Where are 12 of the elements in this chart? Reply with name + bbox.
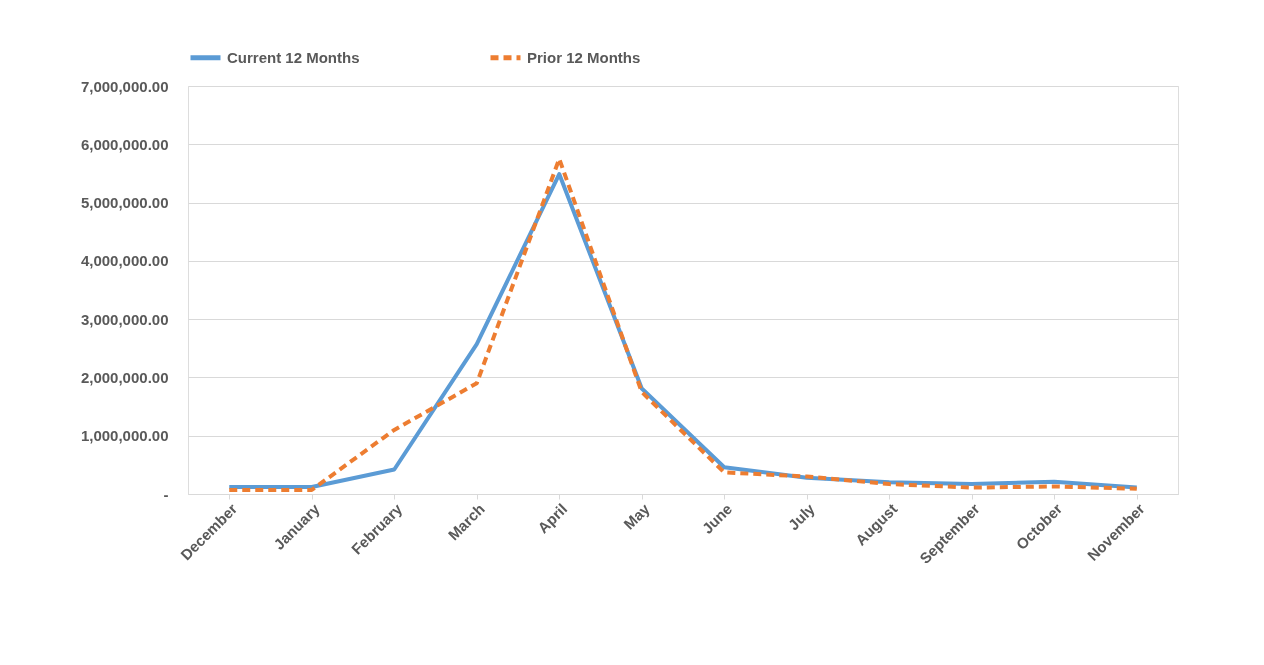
y-tick-label: 1,000,000.00 [80, 427, 169, 445]
legend-label: Prior 12 Months [527, 48, 641, 66]
x-tick-label: May [620, 499, 654, 533]
y-tick-label: 4,000,000.00 [80, 252, 169, 270]
x-tick-label: July [784, 499, 819, 534]
y-tick-label: 5,000,000.00 [80, 194, 169, 212]
y-tick-label: 6,000,000.00 [80, 135, 169, 153]
y-tick-label: 3,000,000.00 [80, 310, 169, 328]
y-tick-label: 2,000,000.00 [80, 368, 169, 386]
legend-label: Current 12 Months [227, 48, 360, 66]
y-tick-label: 7,000,000.00 [80, 77, 169, 95]
y-tick-label: - [163, 485, 169, 503]
